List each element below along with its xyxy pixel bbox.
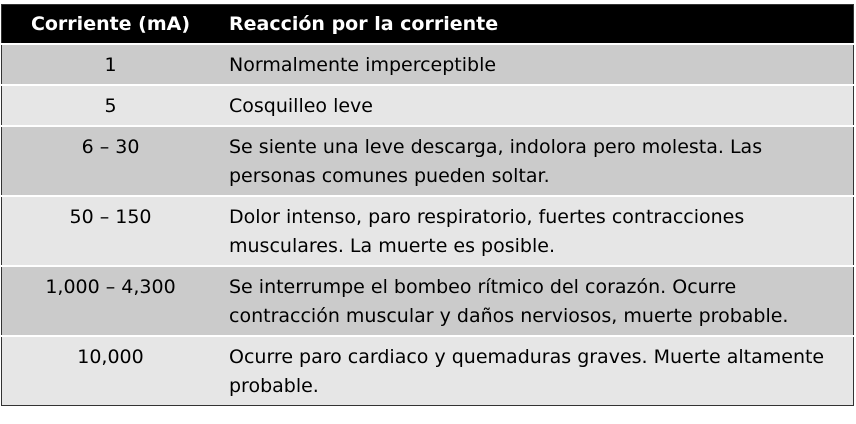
current-cell: 50 – 150 <box>1 195 219 266</box>
header-reaction: Reacción por la corriente <box>219 4 854 44</box>
table-row: 1 Normalmente imperceptible <box>1 43 854 85</box>
current-cell: 10,000 <box>1 335 219 406</box>
current-cell: 6 – 30 <box>1 125 219 196</box>
reaction-cell: Dolor intenso, paro respiratorio, fuerte… <box>219 195 854 266</box>
table-row: 5 Cosquilleo leve <box>1 84 854 126</box>
current-cell: 1 <box>1 43 219 85</box>
reaction-cell: Ocurre paro cardiaco y quemaduras graves… <box>219 335 854 406</box>
header-current: Corriente (mA) <box>1 4 219 44</box>
reaction-cell: Normalmente imperceptible <box>219 43 854 85</box>
table-row: 1,000 – 4,300 Se interrumpe el bombeo rí… <box>1 265 854 336</box>
current-cell: 1,000 – 4,300 <box>1 265 219 336</box>
table-row: 10,000 Ocurre paro cardiaco y quemaduras… <box>1 335 854 406</box>
header-row: Corriente (mA) Reacción por la corriente <box>1 4 854 44</box>
table-row: 50 – 150 Dolor intenso, paro respiratori… <box>1 195 854 266</box>
current-cell: 5 <box>1 84 219 126</box>
reaction-cell: Cosquilleo leve <box>219 84 854 126</box>
current-reaction-table: Corriente (mA) Reacción por la corriente… <box>1 4 854 406</box>
table-row: 6 – 30 Se siente una leve descarga, indo… <box>1 125 854 196</box>
reaction-cell: Se siente una leve descarga, indolora pe… <box>219 125 854 196</box>
reaction-cell: Se interrumpe el bombeo rítmico del cora… <box>219 265 854 336</box>
